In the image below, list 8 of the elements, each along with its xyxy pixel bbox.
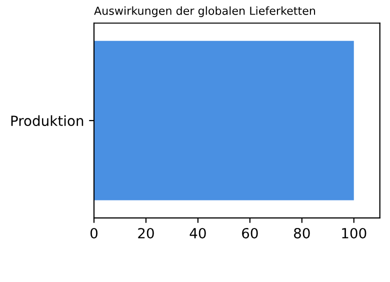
y-tick-label: Produktion (11, 115, 84, 126)
x-tick-label: 40 (190, 228, 206, 238)
x-tick-label: 60 (242, 228, 258, 238)
x-tick-label: 80 (294, 228, 310, 238)
x-tick-label: 100 (342, 228, 366, 238)
x-tick-label: 0 (90, 228, 98, 238)
chart-title: Auswirkungen der globalen Lieferketten (94, 6, 316, 18)
x-tick-label: 20 (138, 228, 154, 238)
